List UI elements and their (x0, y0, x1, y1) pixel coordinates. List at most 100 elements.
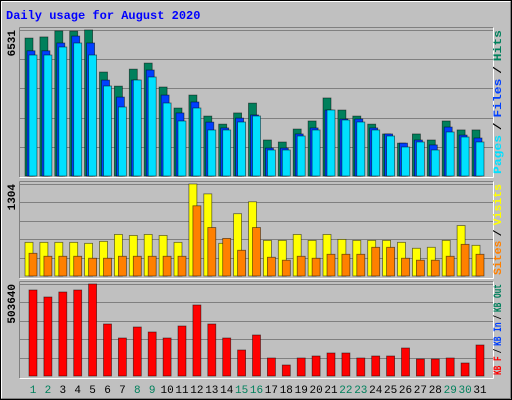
bar (207, 227, 217, 277)
bar (73, 42, 83, 177)
bar (401, 146, 410, 177)
bar (356, 253, 366, 277)
x-tick-label: 5 (89, 385, 96, 397)
bar (237, 249, 247, 277)
x-tick-label: 28 (429, 385, 442, 397)
bar (192, 304, 202, 377)
bar (28, 289, 38, 377)
bar (266, 149, 276, 177)
bar (371, 355, 381, 377)
bar (445, 131, 455, 177)
bar (43, 255, 53, 277)
bar (118, 106, 127, 177)
bar (415, 358, 425, 377)
bar (177, 255, 187, 277)
x-tick-label: 8 (134, 385, 141, 397)
bar (415, 141, 425, 177)
bar (177, 120, 187, 177)
y-tick-label: 503640 (7, 284, 19, 324)
bar (58, 255, 68, 277)
bar (103, 323, 112, 377)
bar (43, 54, 53, 177)
bar (162, 102, 172, 177)
bar (132, 255, 142, 277)
x-tick-label: 23 (354, 385, 367, 397)
x-tick-label: 14 (220, 385, 234, 397)
bar (475, 253, 485, 277)
bar (73, 255, 83, 277)
bar (475, 141, 485, 177)
y-tick-label: 6531 (7, 30, 19, 57)
legend-entry: KB Out (493, 284, 505, 312)
x-tick-label: 13 (205, 385, 218, 397)
x-tick-label: 20 (309, 385, 322, 397)
bar (296, 357, 306, 377)
bar (326, 352, 336, 377)
x-tick-label: 16 (250, 385, 263, 397)
bar (222, 337, 232, 377)
bar (281, 149, 291, 177)
bar (386, 355, 396, 377)
bar (475, 344, 485, 377)
x-tick-label: 4 (74, 385, 81, 397)
bar (311, 355, 321, 377)
bar (445, 255, 455, 277)
y-tick-label: 1304 (7, 184, 19, 211)
bar (430, 358, 440, 377)
bar (430, 259, 440, 277)
bar (460, 243, 470, 277)
bar (147, 255, 157, 277)
bar (460, 136, 470, 177)
legend: Pages / Files / Hits (493, 30, 505, 174)
bar (43, 296, 53, 377)
bar (371, 129, 381, 177)
bar (58, 46, 68, 177)
bar (311, 129, 321, 177)
bar (222, 129, 232, 177)
x-tick-label: 7 (119, 385, 126, 397)
bar (147, 76, 157, 177)
legend-entry: Files (493, 79, 505, 118)
bar (118, 337, 127, 377)
bar (58, 291, 68, 377)
bar (252, 227, 261, 277)
bar (103, 85, 112, 177)
x-tick-label: 15 (235, 385, 248, 397)
bar (252, 334, 261, 377)
x-tick-label: 18 (280, 385, 293, 397)
bar (341, 352, 351, 377)
x-tick-label: 21 (324, 385, 338, 397)
x-tick-label: 19 (295, 385, 308, 397)
bar (356, 357, 366, 377)
x-tick-label: 26 (399, 385, 412, 397)
legend: KB F / KB In / KB Out (493, 284, 505, 375)
bar (266, 357, 276, 377)
x-tick-label: 6 (104, 385, 111, 397)
legend-entry: KB F (493, 356, 505, 375)
bar (296, 135, 306, 177)
bar (326, 253, 336, 277)
bar (28, 252, 38, 277)
x-tick-label: 10 (160, 385, 173, 397)
bar (162, 255, 172, 277)
bar (73, 289, 83, 377)
bar (356, 121, 366, 177)
bar (222, 237, 232, 277)
legend-entry: Pages (493, 135, 505, 174)
bar (326, 109, 336, 177)
bar (88, 257, 97, 277)
bar (341, 119, 351, 177)
bar (132, 326, 142, 377)
x-tick-label: 17 (265, 385, 278, 397)
bar (386, 135, 396, 177)
x-tick-label: 3 (59, 385, 66, 397)
legend-entry: Sites (493, 241, 505, 275)
legend-entry: KB In (493, 322, 505, 345)
bar (311, 257, 321, 277)
bar (237, 349, 247, 377)
x-tick-label: 30 (458, 385, 471, 397)
bar (281, 364, 291, 377)
bar (88, 54, 97, 177)
